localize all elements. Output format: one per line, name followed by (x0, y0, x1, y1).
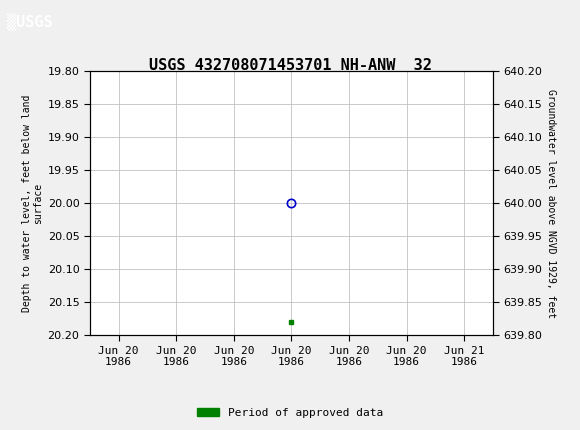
Text: USGS 432708071453701 NH-ANW  32: USGS 432708071453701 NH-ANW 32 (148, 58, 432, 73)
Text: ▒USGS: ▒USGS (7, 14, 53, 31)
Legend: Period of approved data: Period of approved data (193, 403, 387, 422)
Y-axis label: Depth to water level, feet below land
surface: Depth to water level, feet below land su… (22, 95, 44, 312)
Y-axis label: Groundwater level above NGVD 1929, feet: Groundwater level above NGVD 1929, feet (546, 89, 556, 318)
